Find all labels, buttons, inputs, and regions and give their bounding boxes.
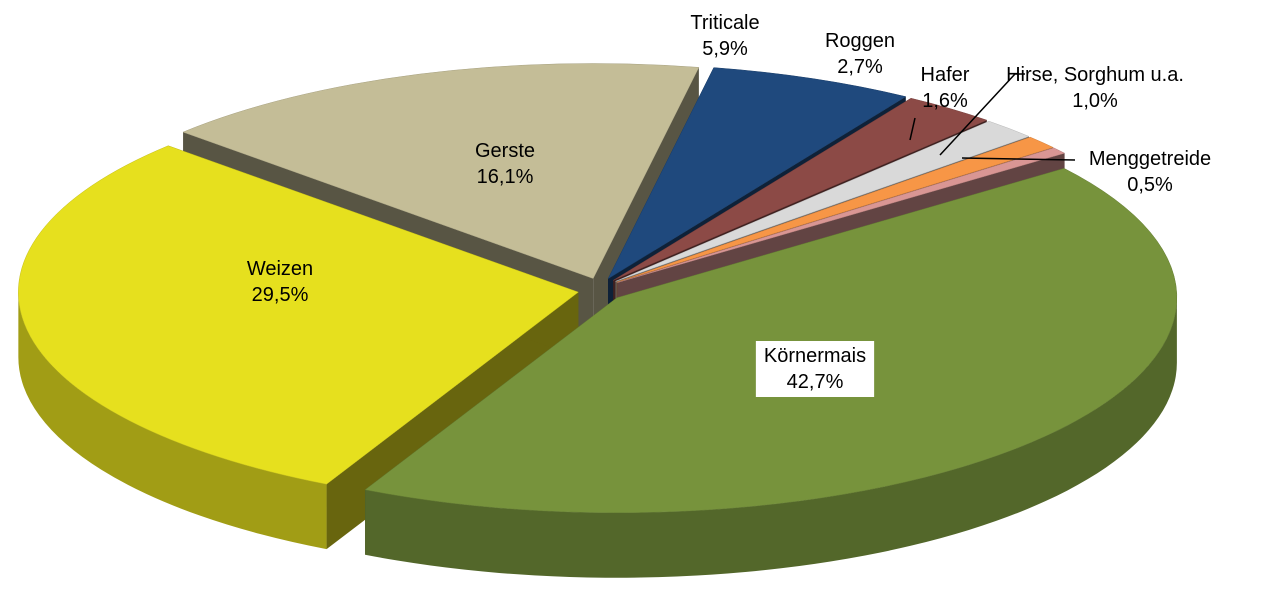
slice-value-label: 42,7% <box>787 371 844 393</box>
slice-label: Körnermais <box>764 345 866 367</box>
slice-label: Weizen <box>247 258 313 280</box>
slice-label: Triticale <box>690 12 759 34</box>
label-box <box>755 341 875 397</box>
slice-value-label: 2,7% <box>837 56 883 78</box>
slice <box>615 120 1030 282</box>
slice <box>607 67 907 280</box>
slice-side <box>365 297 1177 578</box>
slice-label: Gerste <box>475 140 535 162</box>
slice-value-label: 16,1% <box>477 166 534 188</box>
slice-label: Hirse, Sorghum u.a. <box>1006 64 1184 86</box>
leader-line <box>961 157 1076 161</box>
slice-label: Hafer <box>921 64 970 86</box>
slice-side <box>18 292 327 550</box>
slice-value-label: 1,0% <box>1072 90 1118 112</box>
slice <box>617 147 1066 283</box>
slice <box>613 97 988 281</box>
slice <box>18 145 579 485</box>
slice-value-label: 1,6% <box>922 90 968 112</box>
slice <box>364 168 1178 513</box>
leader-line <box>939 73 1025 156</box>
slice-label: Menggetreide <box>1089 148 1211 170</box>
slice-value-label: 5,9% <box>702 38 748 60</box>
slice-value-label: 0,5% <box>1127 174 1173 196</box>
slice <box>616 136 1054 283</box>
labels: Körnermais 42,7% Weizen 29,5% Gerste 16,1% Tri… <box>247 12 1211 397</box>
slice <box>182 63 700 279</box>
slice-label: Roggen <box>825 30 895 52</box>
pie <box>18 63 1178 578</box>
leader-line <box>909 117 916 141</box>
leader-lines <box>909 73 1076 161</box>
slice-value-label: 29,5% <box>252 284 309 306</box>
